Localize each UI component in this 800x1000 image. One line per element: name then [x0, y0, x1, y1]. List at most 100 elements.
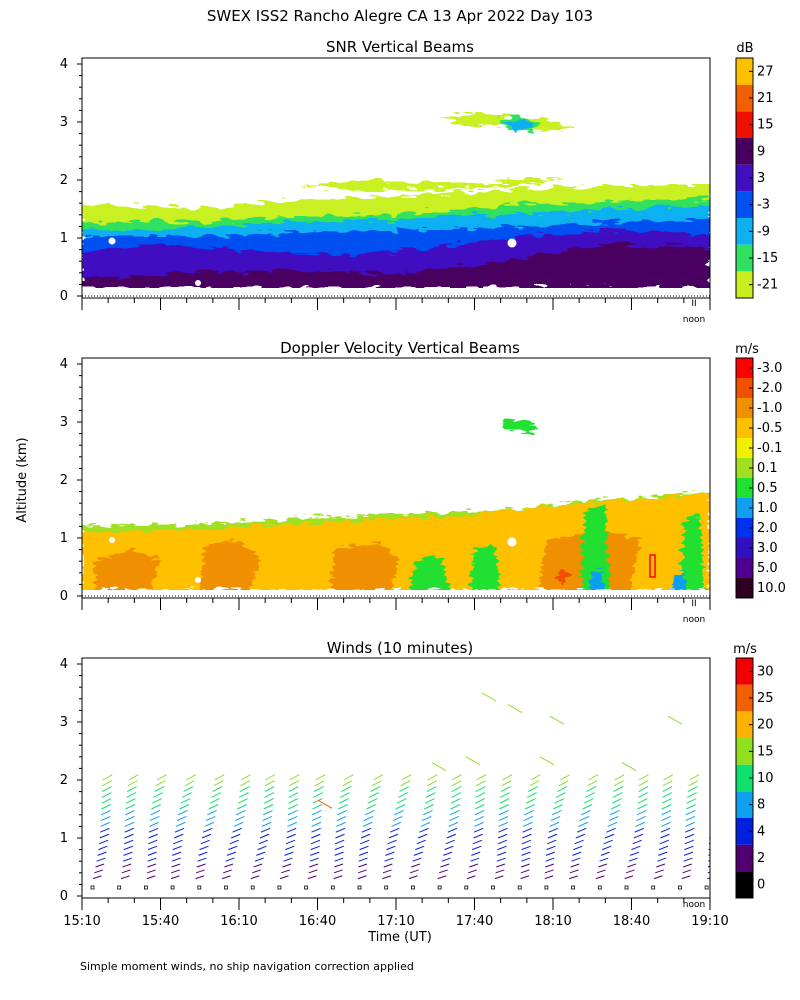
wind-barb — [357, 875, 367, 880]
wind-barb — [599, 857, 609, 862]
wind-barb — [627, 863, 637, 868]
wind-barb — [102, 774, 113, 781]
wind-barb — [364, 810, 375, 816]
wind-barb — [360, 839, 370, 845]
wind-barb — [667, 715, 683, 725]
wind-barb — [334, 863, 344, 868]
wind-barb — [473, 827, 484, 833]
wind-marker — [277, 885, 282, 890]
wind-barb — [614, 774, 625, 781]
wind-barb — [559, 774, 570, 781]
x-tick-label: 17:40 — [456, 914, 493, 929]
wind-barb — [572, 851, 582, 856]
snr-y-axis: 0 1 2 3 4 — [60, 57, 82, 304]
snr-colorbar: -21 -15 -9 -3 3 9 15 21 27 — [735, 57, 778, 299]
wind-barb — [689, 774, 700, 781]
wind-barb — [525, 798, 536, 804]
wind-barb — [595, 875, 605, 880]
wind-barb — [661, 815, 671, 822]
y-tick-label: 4 — [60, 357, 68, 372]
wind-barb — [124, 815, 135, 822]
wind-barb — [661, 821, 671, 827]
colorbar-swatch — [736, 498, 753, 518]
wind-barb — [661, 798, 672, 804]
wind-barb — [524, 810, 534, 816]
wind-barb — [149, 815, 160, 822]
snr-field — [82, 112, 710, 288]
snr-panel-title: SNR Vertical Beams — [326, 38, 474, 56]
wind-barb — [583, 798, 594, 804]
wind-barb — [263, 810, 273, 816]
wind-barb — [451, 780, 462, 787]
colorbar-label: 3.0 — [757, 541, 778, 556]
wind-barb — [707, 877, 710, 880]
colorbar-label: -1.0 — [757, 401, 782, 416]
colorbar-swatch — [736, 538, 753, 558]
colorbar-swatch — [736, 244, 753, 272]
colorbar-swatch — [736, 138, 753, 165]
wind-barb — [409, 869, 419, 874]
wind-barb — [683, 851, 694, 856]
wind-barb — [440, 863, 450, 868]
wind-barb — [154, 786, 165, 793]
colorbar-swatch — [736, 271, 753, 298]
wind-barb — [313, 792, 324, 798]
wind-barb — [311, 827, 321, 833]
wind-barb — [555, 792, 566, 798]
wind-barb — [224, 863, 234, 868]
colorbar-swatch — [736, 458, 753, 478]
wind-barb — [711, 816, 720, 820]
wind-barb — [214, 774, 225, 781]
colorbar-label: 0.1 — [757, 461, 778, 476]
wind-barb — [449, 815, 459, 822]
wind-barb — [544, 875, 554, 880]
wind-barb — [715, 787, 724, 792]
wind-barb — [370, 786, 381, 793]
wind-barb — [498, 810, 509, 816]
wind-barb — [122, 863, 132, 868]
wind-barb — [172, 845, 182, 851]
wind-barb — [126, 786, 137, 793]
wind-barb — [443, 851, 453, 856]
wind-barb — [236, 810, 246, 816]
wind-barb — [498, 827, 508, 833]
wind-barb — [682, 869, 692, 874]
wind-barb — [621, 762, 637, 772]
wind-barb — [92, 875, 102, 880]
wind-barb — [631, 845, 641, 851]
wind-barb — [417, 833, 428, 839]
wind-barb — [398, 792, 408, 798]
wind-barb — [427, 774, 438, 781]
colorbar-swatch — [736, 58, 753, 85]
wind-barb — [170, 875, 180, 880]
wind-barb — [629, 851, 640, 856]
wind-barb — [340, 792, 350, 798]
wind-barb — [264, 786, 275, 793]
wind-barb — [451, 774, 462, 781]
wind-marker — [250, 885, 255, 890]
wind-barb — [578, 821, 588, 827]
wind-barb — [659, 839, 669, 845]
wind-barb — [684, 839, 694, 845]
y-tick-label: 0 — [60, 589, 68, 604]
wind-barb — [258, 839, 268, 845]
wind-barb — [94, 869, 104, 874]
winds-colorbar: 0 2 4 8 10 15 20 25 30 — [735, 657, 774, 899]
wind-barb — [427, 780, 438, 787]
wind-marker — [517, 885, 522, 890]
wind-barb — [146, 875, 156, 880]
x-tick-label: 18:10 — [534, 914, 571, 929]
wind-barb — [474, 815, 485, 822]
colorbar-label: -2.0 — [757, 381, 782, 396]
colorbar-label: -9 — [757, 224, 770, 239]
wind-barb — [638, 774, 649, 781]
y-tick-label: 1 — [60, 831, 68, 846]
wind-barb — [466, 875, 476, 880]
snr-units: dB — [736, 41, 753, 56]
wind-barb — [358, 857, 368, 862]
wind-marker — [464, 885, 469, 890]
wind-barb — [550, 815, 561, 822]
wind-barb — [498, 815, 509, 822]
colorbar-label: 15 — [757, 118, 774, 133]
